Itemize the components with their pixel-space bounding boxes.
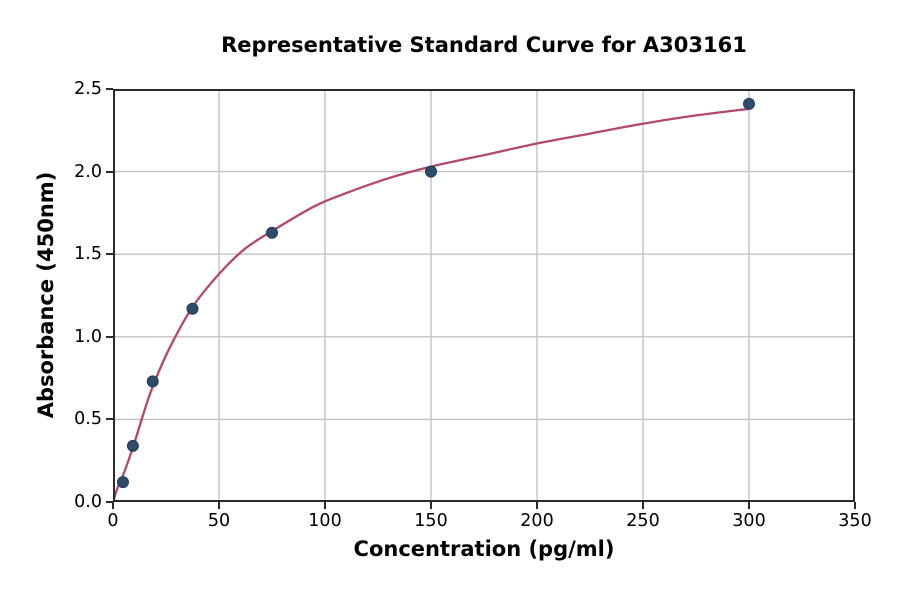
x-tick-mark [430,502,432,509]
y-tick-mark [106,88,113,90]
data-point-marker [186,302,199,315]
x-tick-label: 0 [107,511,119,531]
y-tick-label: 0.5 [74,409,102,430]
data-point-marker [146,375,159,388]
y-tick-mark [106,501,113,503]
x-tick-mark [748,502,750,509]
x-tick-label: 250 [626,511,660,531]
y-tick-mark [106,170,113,173]
x-tick-mark [218,502,220,509]
x-tick-label: 300 [732,511,766,531]
y-axis-label: Absorbance (450nm) [34,171,58,419]
x-tick-mark [324,502,326,509]
x-tick-mark [112,502,114,509]
y-tick-mark [106,335,113,338]
x-tick-label: 100 [308,511,342,531]
y-tick-mark [106,253,113,256]
x-tick-label: 350 [838,511,872,531]
y-tick-label: 1.5 [74,244,102,265]
x-axis-label: Concentration (pg/ml) [353,537,615,561]
y-tick-label: 0.0 [74,492,102,512]
x-tick-label: 150 [414,511,448,531]
x-tick-label: 200 [520,511,554,531]
x-tick-label: 50 [207,511,231,531]
chart-title: Representative Standard Curve for A30316… [221,33,747,57]
y-tick-label: 2.5 [74,79,102,99]
y-tick-mark [106,418,113,421]
y-tick-label: 1.0 [74,326,102,347]
data-point-marker [266,226,278,239]
x-tick-mark [536,502,538,509]
plot-border [113,89,855,502]
data-point-marker [743,97,755,110]
x-tick-mark [854,502,856,509]
data-point-marker [126,439,139,452]
plot-canvas [113,89,855,502]
x-tick-mark [642,502,644,509]
data-point-marker [425,165,437,178]
y-tick-label: 2.0 [74,161,102,182]
plot-area [113,89,855,502]
data-point-marker [116,476,129,489]
